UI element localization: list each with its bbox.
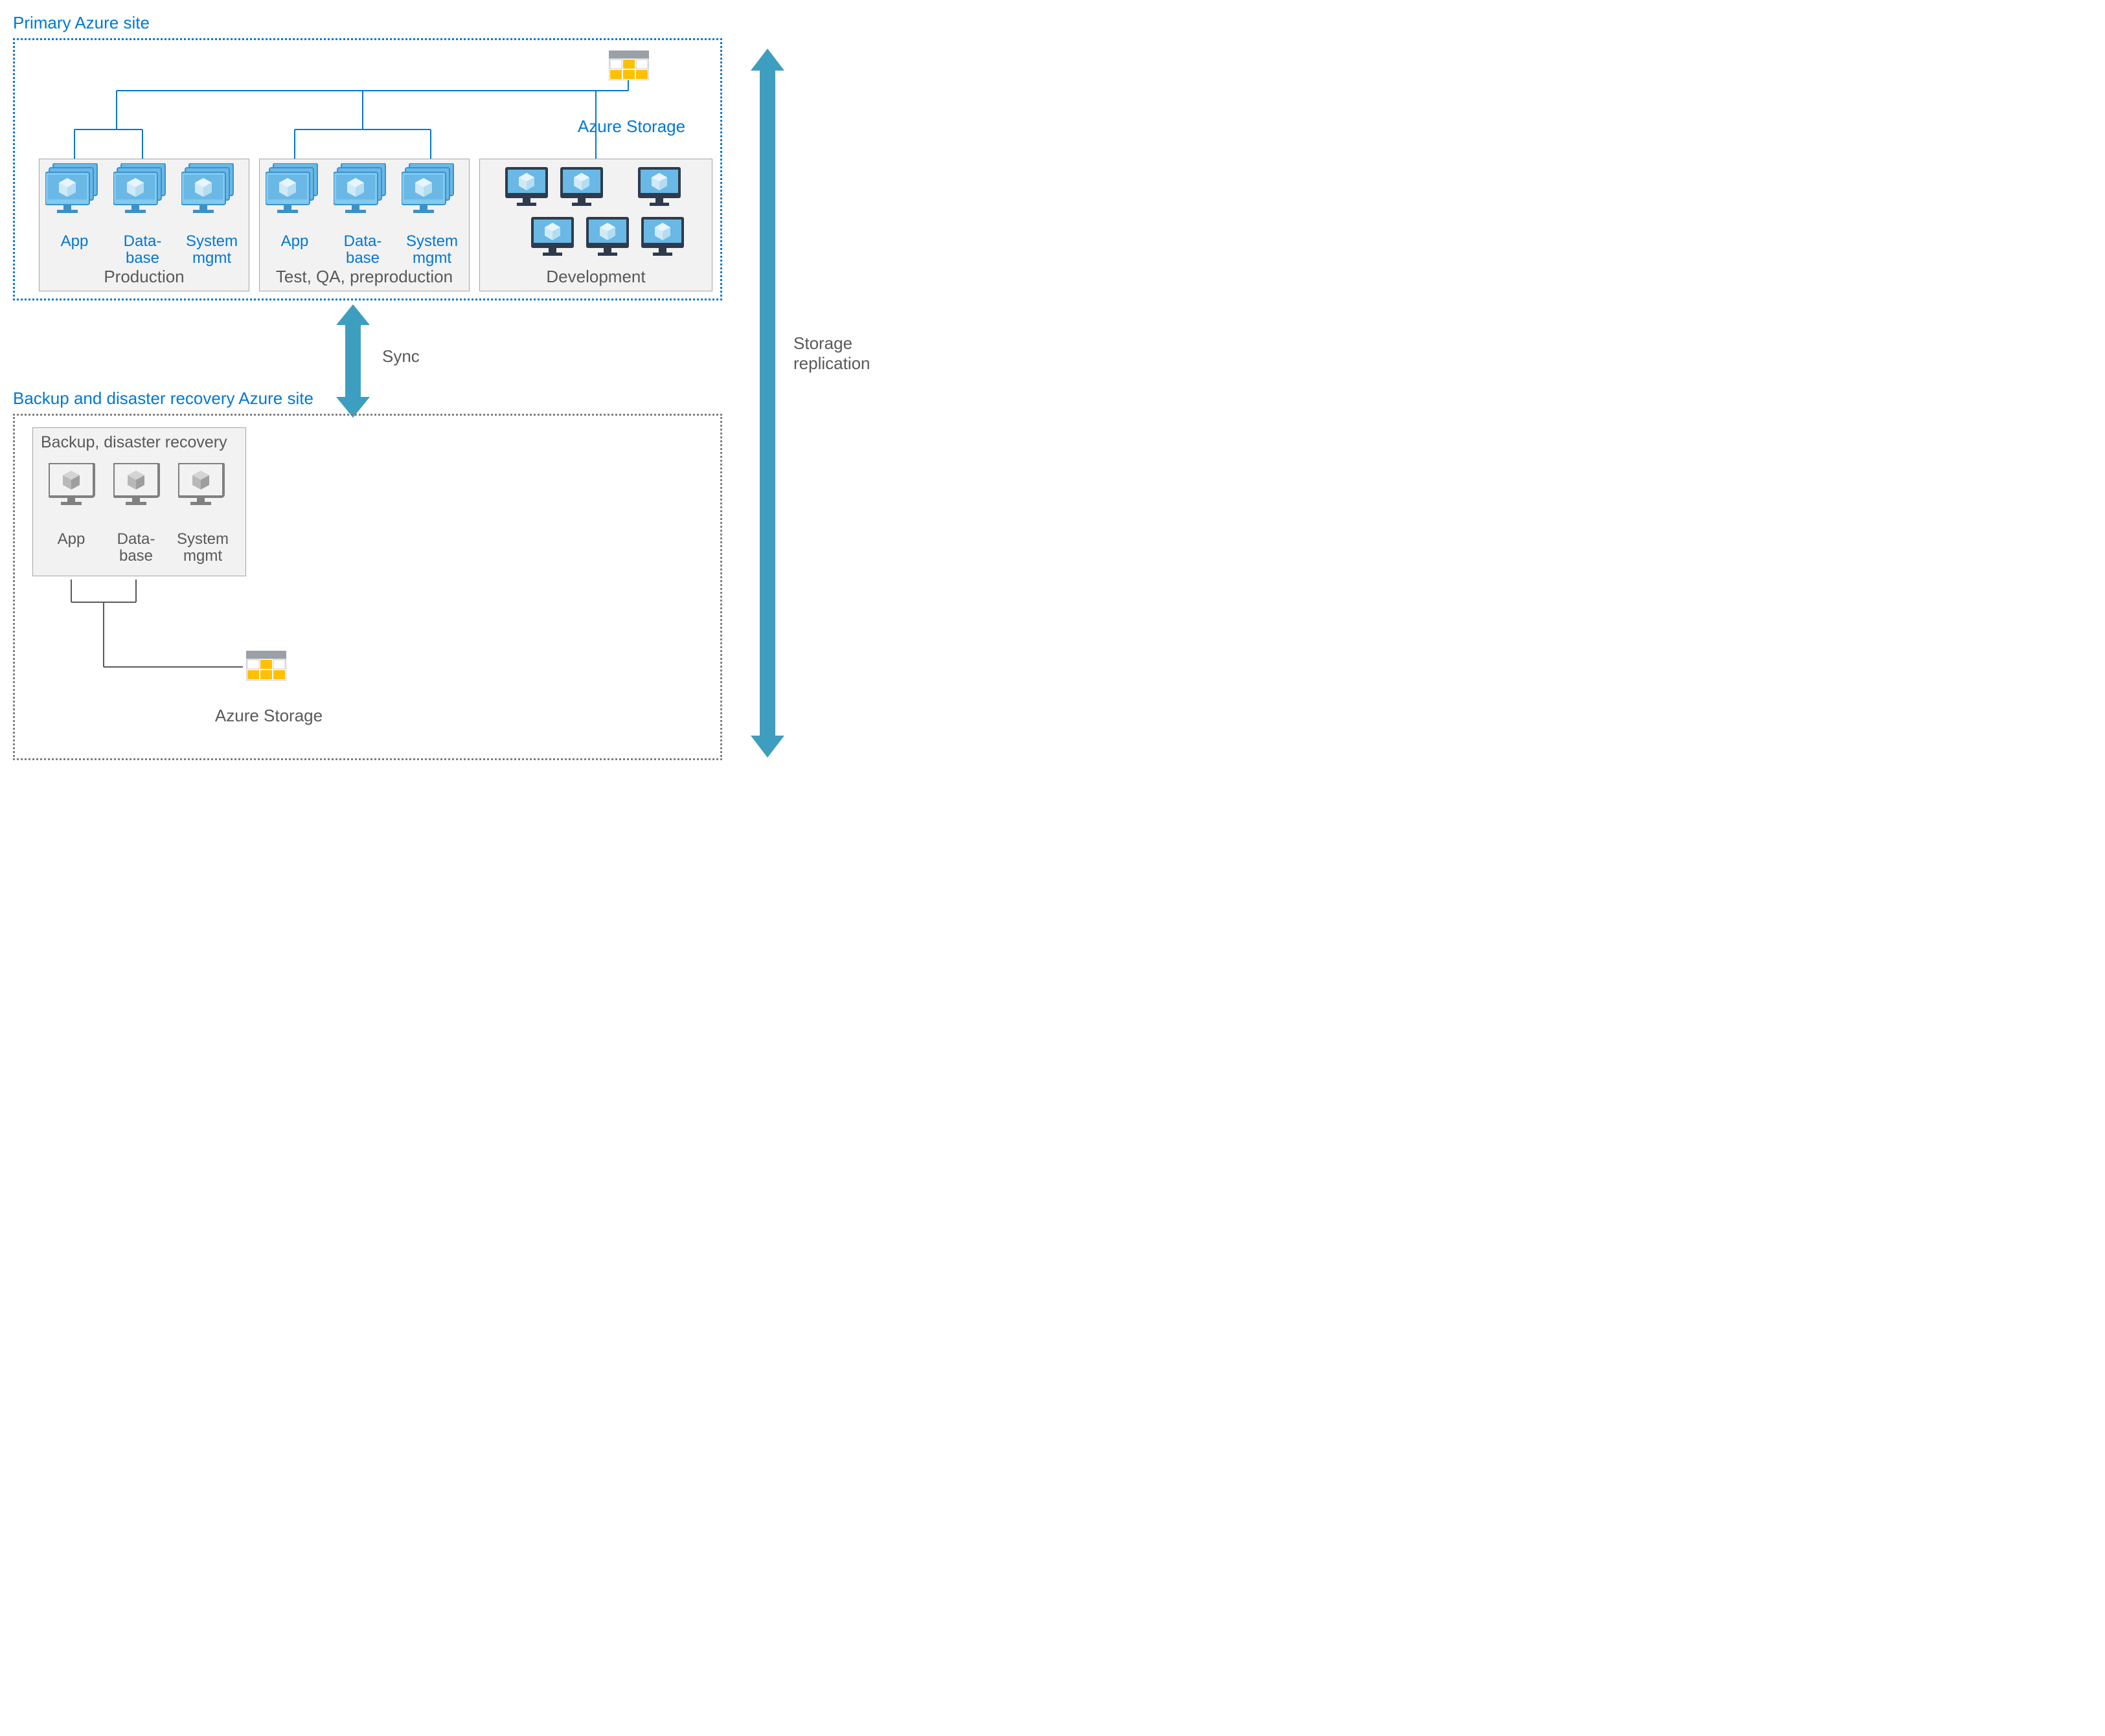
backup-db-label: Data- base: [110, 531, 162, 565]
primary-site-title: Primary Azure site: [13, 13, 722, 33]
production-app-label: App: [52, 233, 97, 250]
production-group: Production: [39, 159, 249, 291]
storage-replication-arrow-icon: [748, 49, 787, 758]
backup-app-label: App: [49, 531, 94, 548]
backup-group-title: Backup, disaster recovery: [41, 433, 227, 452]
testqa-group: Test, QA, preproduction: [259, 159, 470, 291]
development-group: Development: [479, 159, 712, 291]
diagram-canvas: Primary Azure site: [13, 13, 959, 796]
backup-sys-label: System mgmt: [174, 531, 232, 565]
production-sys-label: System mgmt: [183, 233, 241, 267]
testqa-app-label: App: [272, 233, 317, 250]
testqa-title: Test, QA, preproduction: [260, 267, 469, 287]
testqa-db-label: Data- base: [337, 233, 389, 267]
backup-site-title: Backup and disaster recovery Azure site: [13, 389, 722, 409]
sync-label: Sync: [382, 346, 420, 366]
production-db-label: Data- base: [117, 233, 168, 267]
primary-storage-icon: [609, 51, 649, 84]
production-title: Production: [40, 267, 249, 287]
backup-storage-label: Azure Storage: [210, 706, 327, 726]
backup-storage-icon: [246, 651, 286, 684]
storage-replication-label: Storage replication: [793, 333, 870, 374]
testqa-sys-label: System mgmt: [403, 233, 461, 267]
primary-storage-label: Azure Storage: [570, 117, 693, 137]
development-title: Development: [480, 267, 712, 287]
